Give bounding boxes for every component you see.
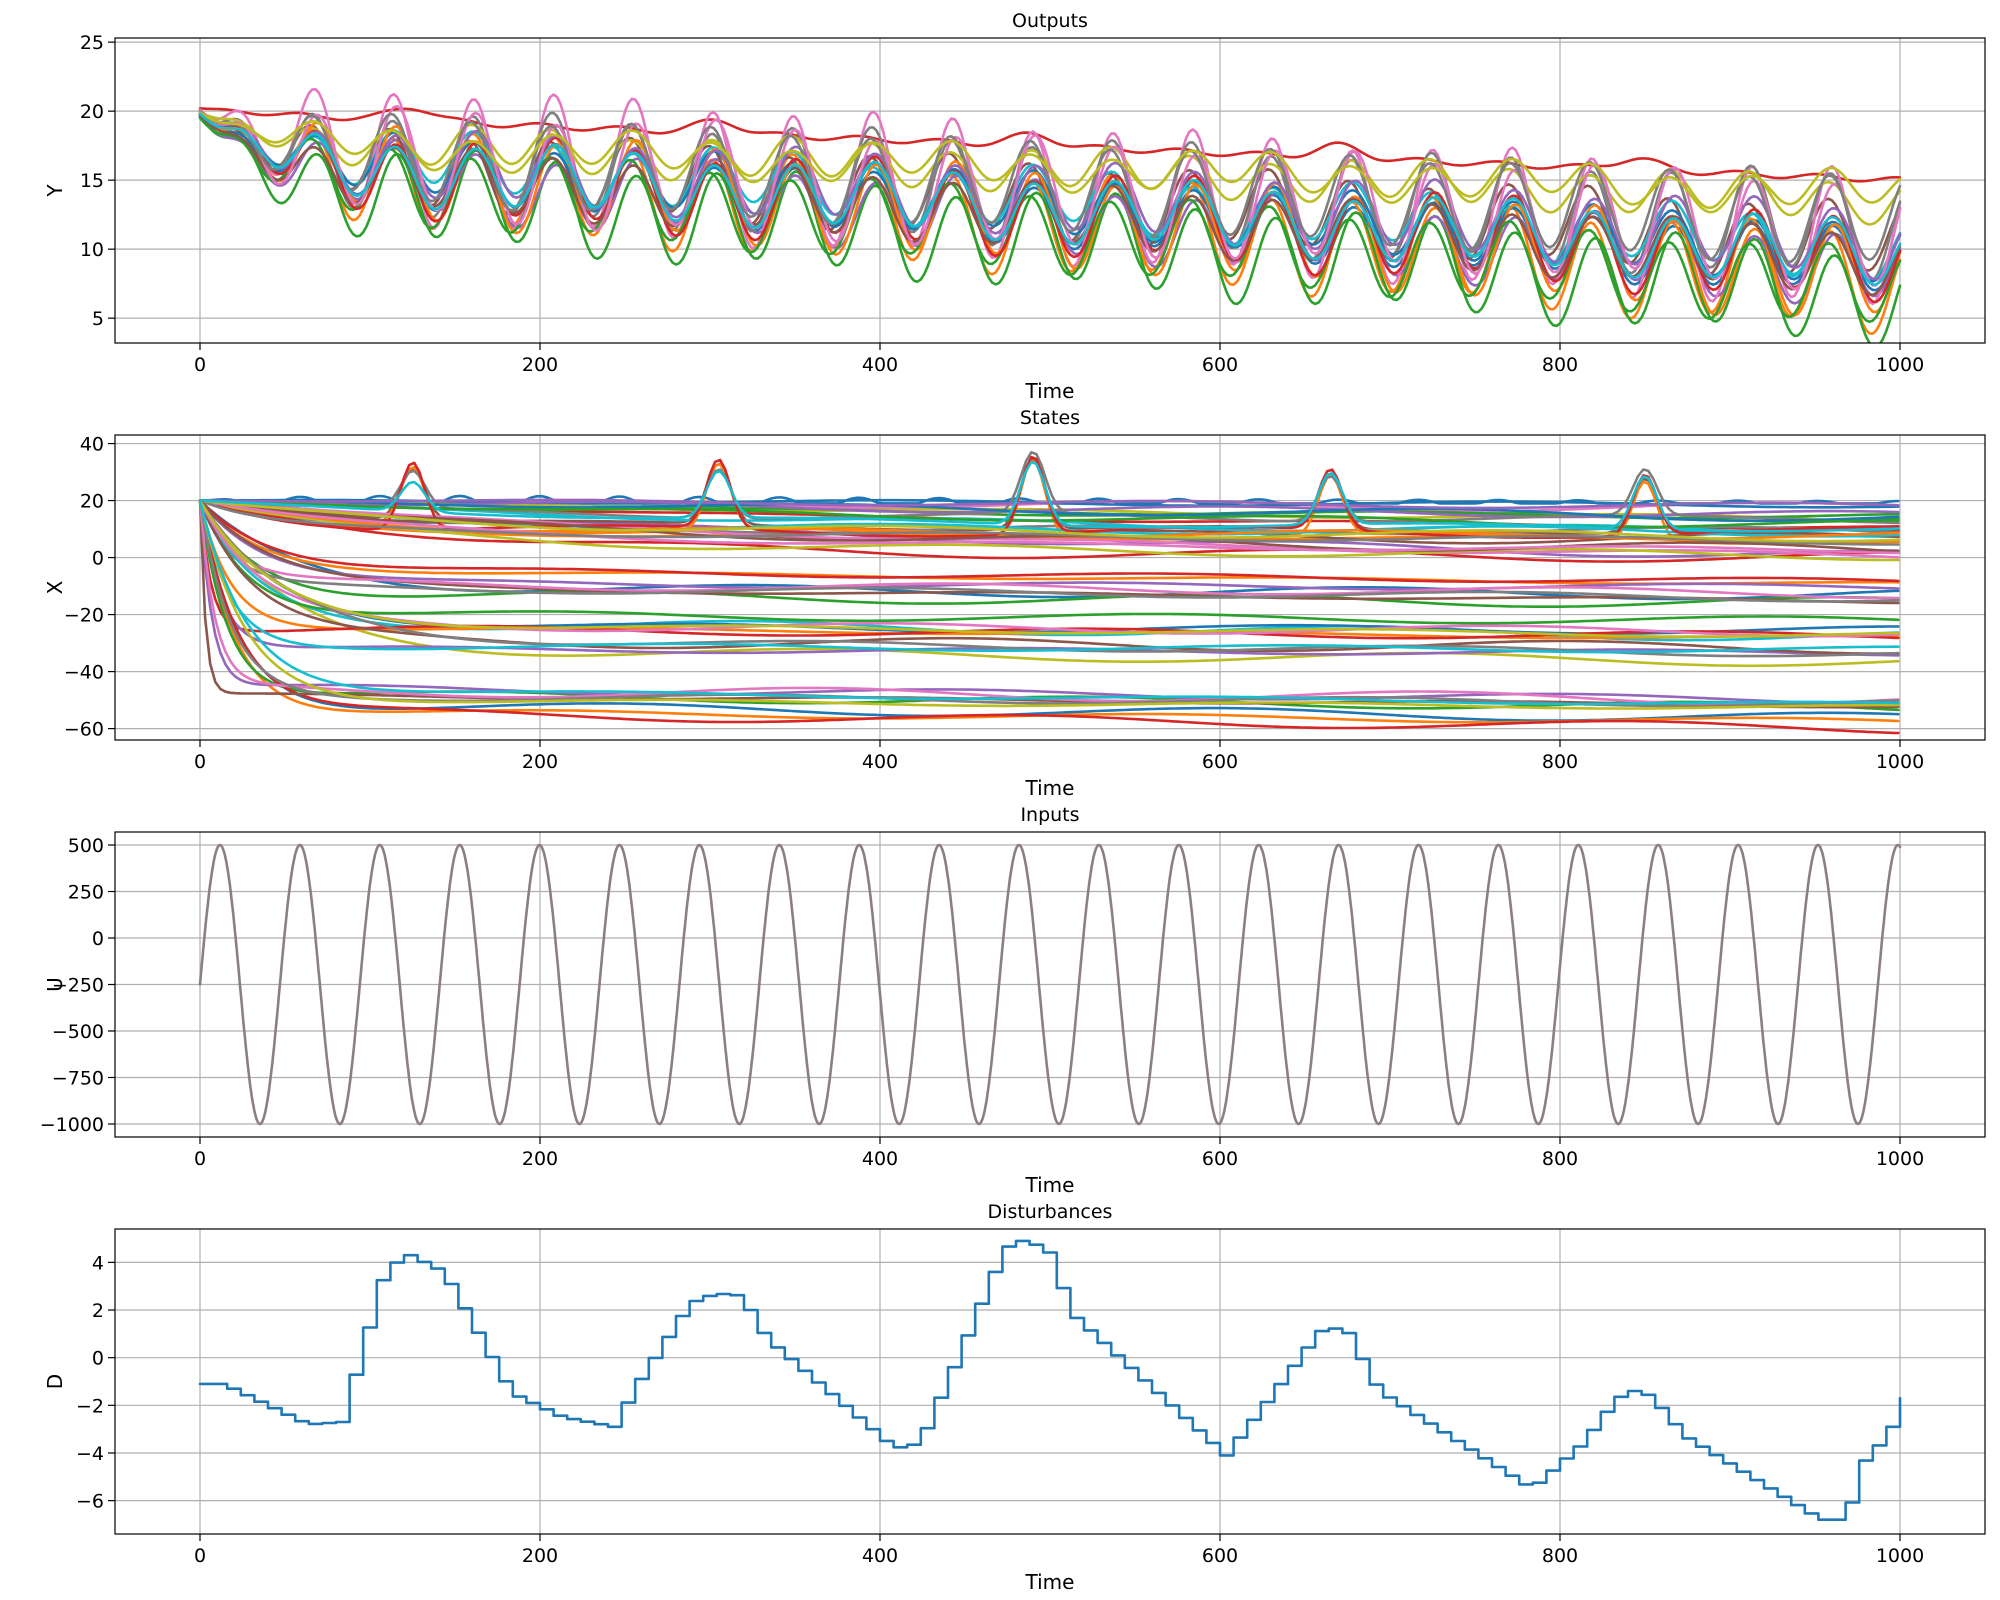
panel-title: Outputs bbox=[1012, 10, 1088, 32]
panel-title: States bbox=[1020, 407, 1080, 429]
y-tick-label: 500 bbox=[68, 835, 104, 857]
y-tick-label: 0 bbox=[92, 1348, 104, 1370]
x-tick-label: 1000 bbox=[1876, 1148, 1924, 1170]
x-axis-label: Time bbox=[1025, 1570, 1075, 1594]
x-tick-label: 0 bbox=[194, 1148, 206, 1170]
y-tick-label: −1000 bbox=[40, 1114, 104, 1136]
x-tick-label: 800 bbox=[1542, 751, 1578, 773]
x-tick-label: 800 bbox=[1542, 354, 1578, 376]
x-tick-label: 600 bbox=[1202, 354, 1238, 376]
y-axis-label: U bbox=[43, 977, 67, 992]
x-axis-label: Time bbox=[1025, 1173, 1075, 1197]
y-tick-label: −20 bbox=[64, 605, 104, 627]
x-tick-label: 1000 bbox=[1876, 1545, 1924, 1567]
y-tick-label: 20 bbox=[80, 101, 104, 123]
y-tick-label: 10 bbox=[80, 239, 104, 261]
panel-4: Disturbances 0 200 400 600 800 1000 −6 −4 −2 0 2 4 Ti… bbox=[43, 1201, 1985, 1594]
x-tick-label: 0 bbox=[194, 1545, 206, 1567]
y-tick-label: 20 bbox=[80, 491, 104, 513]
x-tick-label: 800 bbox=[1542, 1148, 1578, 1170]
x-axis-label: Time bbox=[1025, 776, 1075, 800]
y-axis-label: Y bbox=[43, 184, 67, 198]
y-tick-label: 2 bbox=[92, 1300, 104, 1322]
x-tick-label: 400 bbox=[862, 1545, 898, 1567]
panel-1: Outputs 0 200 400 600 800 1000 5 10 15 20 25 Time Y bbox=[43, 10, 1985, 403]
x-tick-label: 200 bbox=[522, 1148, 558, 1170]
x-tick-label: 0 bbox=[194, 751, 206, 773]
y-tick-label: 0 bbox=[92, 928, 104, 950]
y-axis-label: D bbox=[43, 1374, 67, 1389]
panel-2: States 0 200 400 600 800 1000 −60 −40 −20 0 20 40 Tim… bbox=[43, 407, 1985, 800]
y-tick-label: 0 bbox=[92, 548, 104, 570]
x-tick-label: 1000 bbox=[1876, 751, 1924, 773]
y-tick-label: −2 bbox=[76, 1395, 104, 1417]
x-tick-label: 200 bbox=[522, 751, 558, 773]
x-tick-label: 600 bbox=[1202, 751, 1238, 773]
x-tick-label: 800 bbox=[1542, 1545, 1578, 1567]
y-tick-label: −750 bbox=[52, 1067, 104, 1089]
x-tick-label: 400 bbox=[862, 1148, 898, 1170]
y-axis-label: X bbox=[43, 580, 67, 594]
y-tick-label: −4 bbox=[76, 1443, 104, 1465]
x-tick-label: 400 bbox=[862, 751, 898, 773]
panel-title: Disturbances bbox=[988, 1201, 1113, 1223]
y-tick-label: 5 bbox=[92, 308, 104, 330]
y-tick-label: 250 bbox=[68, 882, 104, 904]
x-tick-label: 600 bbox=[1202, 1545, 1238, 1567]
x-tick-label: 400 bbox=[862, 354, 898, 376]
y-tick-label: 25 bbox=[80, 32, 104, 54]
x-tick-label: 200 bbox=[522, 354, 558, 376]
y-tick-label: 15 bbox=[80, 170, 104, 192]
y-tick-label: −60 bbox=[64, 719, 104, 741]
y-tick-label: 40 bbox=[80, 434, 104, 456]
x-axis-label: Time bbox=[1025, 379, 1075, 403]
x-tick-label: 0 bbox=[194, 354, 206, 376]
y-tick-label: 4 bbox=[92, 1252, 104, 1274]
x-tick-label: 200 bbox=[522, 1545, 558, 1567]
x-tick-label: 600 bbox=[1202, 1148, 1238, 1170]
y-tick-label: −40 bbox=[64, 662, 104, 684]
disturbance-series-line bbox=[200, 1241, 1900, 1520]
y-tick-label: −6 bbox=[76, 1491, 104, 1513]
panel-title: Inputs bbox=[1020, 804, 1079, 826]
y-tick-label: −500 bbox=[52, 1021, 104, 1043]
x-tick-label: 1000 bbox=[1876, 354, 1924, 376]
axes-frame bbox=[115, 1229, 1985, 1534]
